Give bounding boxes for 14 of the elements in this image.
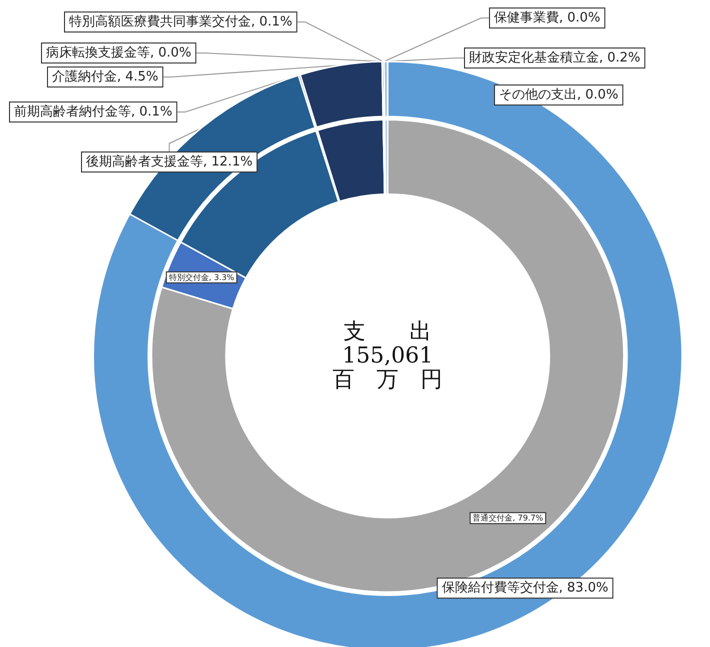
slice-label: 普通交付金, 79.7%: [472, 514, 544, 523]
text: 百 万 円: [332, 367, 443, 392]
slice-label: 財政安定化基金積立金, 0.2%: [469, 50, 640, 66]
slice-label: 前期高齢者納付金等, 0.1%: [14, 104, 172, 120]
slice-label: 後期高齢者支援金等, 12.1%: [86, 154, 253, 170]
text: 支 出: [344, 319, 432, 344]
category-label: 病床転換支援金等, 0.0%: [46, 46, 192, 60]
category-label: 保健事業費, 0.0%: [494, 10, 600, 26]
slice-label: 介護納付金, 4.5%: [52, 70, 158, 84]
text: 155,061: [342, 343, 434, 368]
category-label: その他の支出, 0.0%: [499, 88, 618, 102]
slice-label: 特別交付金, 3.3%: [168, 272, 235, 282]
slice-label: 特別高額医療費共同事業交付金, 0.1%: [69, 14, 292, 30]
slice-label: 保険給付費等交付金, 83.0%: [442, 580, 608, 596]
